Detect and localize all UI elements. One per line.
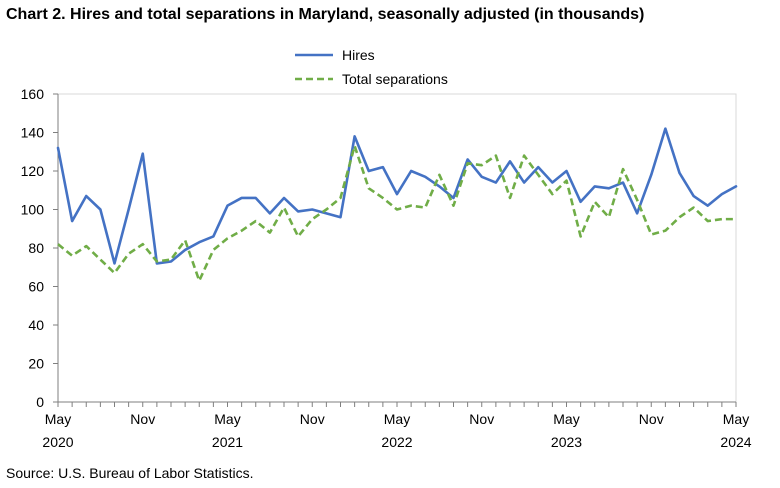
x-tick-label-month: Nov — [130, 411, 155, 427]
chart-axes: 0 20 40 60 80 100 120 140 160 May 2020 Nov May 2021 No… — [21, 86, 752, 450]
y-tick-label: 160 — [21, 86, 45, 102]
x-tick-label-year: 2022 — [381, 434, 412, 450]
y-tick-label: 60 — [28, 279, 44, 295]
x-tick-label-month: Nov — [300, 411, 325, 427]
x-tick-label-month: May — [45, 411, 71, 427]
chart-series — [56, 127, 738, 283]
hires-line — [56, 127, 738, 265]
x-tick-label-year: 2021 — [212, 434, 243, 450]
x-tick-label-year: 2020 — [42, 434, 73, 450]
x-tick-label-month: May — [553, 411, 579, 427]
source-note: Source: U.S. Bureau of Labor Statistics. — [6, 465, 254, 481]
y-tick-label: 0 — [36, 394, 44, 410]
y-tick-label: 40 — [28, 317, 44, 333]
x-tick-label-year: 2023 — [551, 434, 582, 450]
y-tick-label: 20 — [28, 356, 44, 372]
x-tick-label-month: Nov — [639, 411, 664, 427]
y-tick-label: 140 — [21, 125, 45, 141]
x-tick-label-month: May — [723, 411, 749, 427]
chart-legend: Hires Total separations — [295, 47, 448, 87]
legend-label-total-separations: Total separations — [342, 71, 448, 87]
x-tick-label-year: 2024 — [720, 434, 751, 450]
y-tick-label: 120 — [21, 163, 45, 179]
y-tick-label: 80 — [28, 240, 44, 256]
y-tick-label: 100 — [21, 202, 45, 218]
x-tick-label-month: May — [384, 411, 410, 427]
total-separations-line — [57, 144, 736, 283]
chart-title: Chart 2. Hires and total separations in … — [6, 6, 645, 23]
x-tick-label-month: May — [214, 411, 240, 427]
x-tick-label-month: Nov — [469, 411, 494, 427]
legend-label-hires: Hires — [342, 47, 375, 63]
plot-area-border — [57, 93, 737, 403]
